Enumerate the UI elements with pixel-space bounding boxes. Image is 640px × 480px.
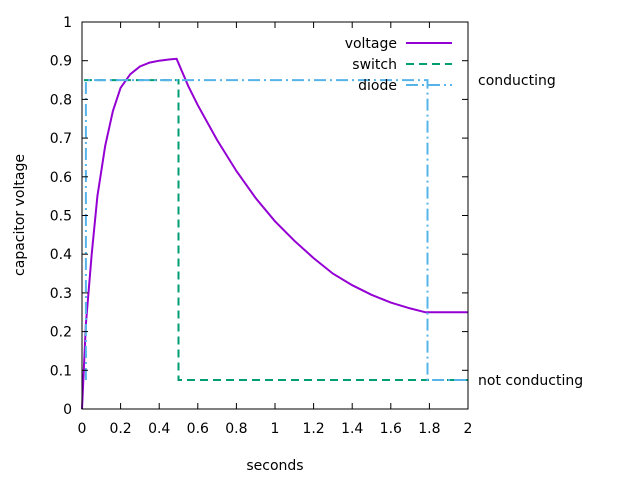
legend-label-voltage: voltage — [345, 36, 397, 52]
y-tick-label: 0.2 — [50, 325, 72, 341]
y-tick-label: 0.7 — [50, 131, 72, 147]
x-tick-label: 0.2 — [109, 421, 131, 437]
right-annotation: not conducting — [478, 373, 583, 389]
legend: voltage switch diode — [345, 36, 452, 94]
x-axis-label: seconds — [246, 458, 303, 474]
x-tick-label: 0.4 — [148, 421, 170, 437]
x-ticks: 0 0.2 0.4 0.6 0.8 1 1.2 1.4 1.6 1.8 2 — [78, 22, 473, 437]
x-tick-label: 1.8 — [418, 421, 440, 437]
y-tick-label: 0 — [63, 402, 72, 418]
y-tick-label: 0.5 — [50, 209, 72, 225]
right-labels: conducting not conducting — [478, 73, 583, 389]
series-switch-line — [83, 79, 468, 381]
x-tick-label: 1.6 — [380, 421, 402, 437]
x-tick-label: 0 — [78, 421, 87, 437]
y-tick-label: 0.6 — [50, 170, 72, 186]
x-tick-label: 1.4 — [341, 421, 363, 437]
right-annotation: conducting — [478, 73, 556, 89]
x-tick-label: 0.6 — [187, 421, 209, 437]
legend-label-diode: diode — [358, 78, 397, 94]
y-tick-label: 0.9 — [50, 54, 72, 70]
x-tick-label: 0.8 — [225, 421, 247, 437]
x-tick-label: 1 — [271, 421, 280, 437]
y-axis-label: capacitor voltage — [12, 154, 28, 276]
y-tick-label: 0.8 — [50, 92, 72, 108]
series-diode-line — [84, 79, 468, 381]
y-tick-label: 0.3 — [50, 286, 72, 302]
series-voltage-line — [81, 57, 468, 410]
x-tick-label: 2 — [464, 421, 473, 437]
y-tick-label: 0.1 — [50, 363, 72, 379]
y-tick-label: 0.4 — [50, 247, 72, 263]
y-tick-label: 1 — [63, 15, 72, 31]
legend-label-switch: switch — [352, 57, 397, 73]
x-tick-label: 1.2 — [302, 421, 324, 437]
series-layer — [81, 57, 468, 410]
y-ticks: 0 0.1 0.2 0.3 0.4 0.5 0.6 0.7 0.8 0.9 1 — [50, 15, 468, 418]
